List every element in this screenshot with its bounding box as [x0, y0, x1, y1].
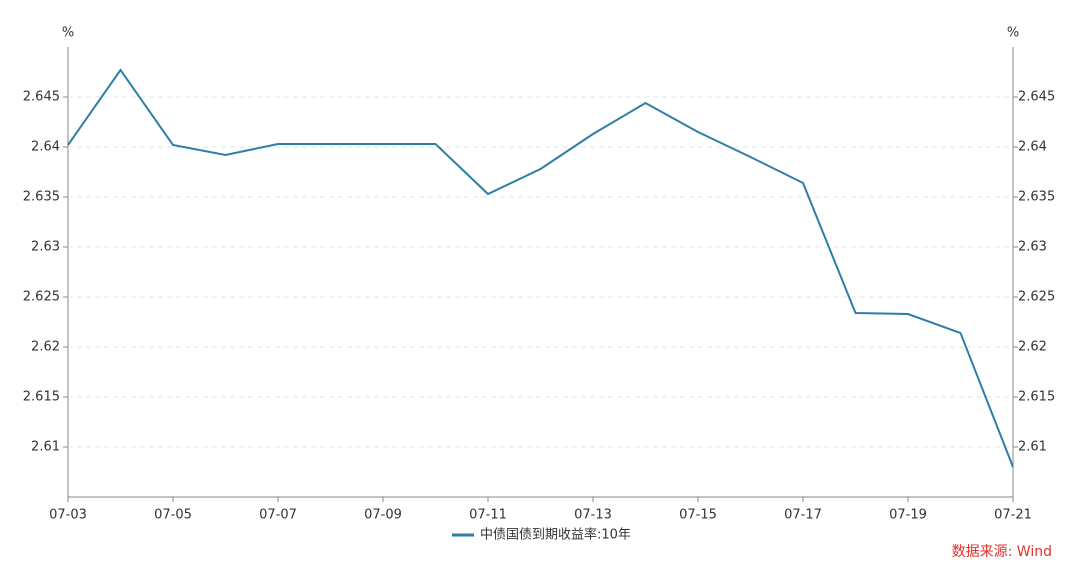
source: 数据来源: Wind — [952, 544, 1052, 560]
x-tick-label: 07-03 — [49, 508, 87, 523]
y-tick-label: 2.64 — [31, 140, 60, 155]
y2-unit: % — [1007, 26, 1019, 41]
y-tick-label: 2.615 — [23, 390, 60, 405]
y2-tick-label: 2.64 — [1018, 140, 1047, 155]
y2-tick-label: 2.645 — [1018, 90, 1055, 105]
y2-tick-label: 2.615 — [1018, 390, 1055, 405]
y2-tick-label: 2.62 — [1018, 340, 1047, 355]
x-tick-label: 07-19 — [889, 508, 927, 523]
line-series — [67, 68, 1014, 468]
y-tick-label: 2.63 — [31, 240, 60, 255]
x-tick-label: 07-17 — [784, 508, 822, 523]
y-tick-label: 2.61 — [31, 440, 60, 455]
y-tick-label: 2.645 — [23, 90, 60, 105]
y-unit: % — [62, 26, 74, 41]
legend-label: 中债国债到期收益率:10年 — [480, 527, 631, 543]
x-tick-label: 07-09 — [364, 508, 402, 523]
y2-tick-label: 2.63 — [1018, 240, 1047, 255]
y-tick-label: 2.635 — [23, 190, 60, 205]
y2-tick-label: 2.625 — [1018, 290, 1055, 305]
x-tick-label: 07-07 — [259, 508, 297, 523]
y-tick-label: 2.62 — [31, 340, 60, 355]
x-tick-label: 07-05 — [154, 508, 192, 523]
x-tick-label: 07-13 — [574, 508, 612, 523]
x-tick-label: 07-21 — [994, 508, 1032, 523]
y2-tick-label: 2.61 — [1018, 440, 1047, 455]
y-tick-label: 2.625 — [23, 290, 60, 305]
x-tick-label: 07-15 — [679, 508, 717, 523]
x-tick-label: 07-11 — [469, 508, 507, 523]
y2-tick-label: 2.635 — [1018, 190, 1055, 205]
